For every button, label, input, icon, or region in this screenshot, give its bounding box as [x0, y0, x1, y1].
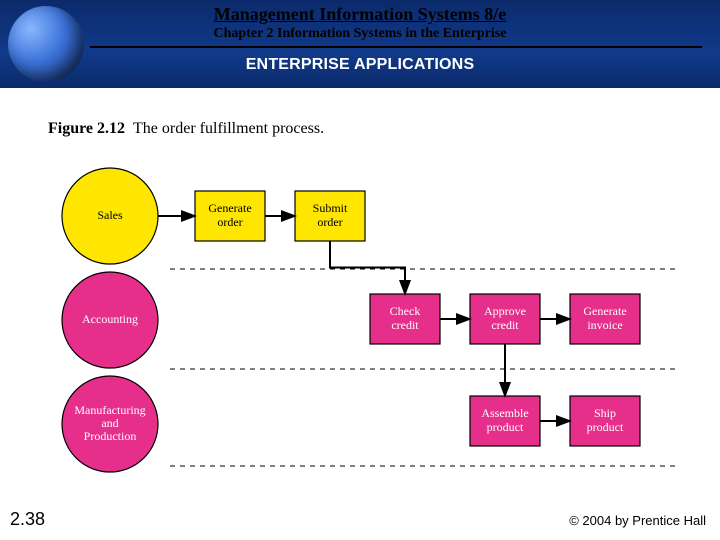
svg-text:Generate: Generate — [208, 201, 251, 215]
svg-text:Production: Production — [84, 429, 137, 443]
svg-text:Submit: Submit — [313, 201, 348, 215]
svg-text:Accounting: Accounting — [82, 312, 138, 326]
copyright: © 2004 by Prentice Hall — [569, 513, 706, 528]
flowchart-diagram: Sales Accounting ManufacturingandProductio… — [40, 144, 680, 484]
slide-header: Management Information Systems 8/e Chapt… — [0, 0, 720, 88]
svg-text:Manufacturing: Manufacturing — [74, 403, 145, 417]
page-number: 2.38 — [10, 509, 45, 530]
svg-text:product: product — [587, 420, 624, 434]
figure-area: Figure 2.12 The order fulfillment proces… — [40, 120, 680, 490]
figure-number: Figure 2.12 — [48, 120, 125, 137]
svg-text:Approve: Approve — [484, 304, 526, 318]
svg-text:Generate: Generate — [583, 304, 626, 318]
section-heading: ENTERPRISE APPLICATIONS — [0, 56, 720, 74]
svg-text:Sales: Sales — [97, 208, 123, 222]
svg-text:and: and — [101, 416, 118, 430]
svg-text:Ship: Ship — [594, 406, 616, 420]
book-title: Management Information Systems 8/e — [0, 4, 720, 25]
header-rule — [90, 46, 702, 48]
svg-text:order: order — [217, 215, 242, 229]
svg-text:credit: credit — [391, 318, 419, 332]
svg-text:Check: Check — [390, 304, 421, 318]
figure-caption: The order fulfillment process. — [129, 120, 324, 137]
chapter-subtitle: Chapter 2 Information Systems in the Ent… — [0, 26, 720, 42]
svg-text:Assemble: Assemble — [481, 406, 528, 420]
svg-text:product: product — [487, 420, 524, 434]
svg-text:invoice: invoice — [587, 318, 622, 332]
svg-text:order: order — [317, 215, 342, 229]
svg-text:credit: credit — [491, 318, 519, 332]
